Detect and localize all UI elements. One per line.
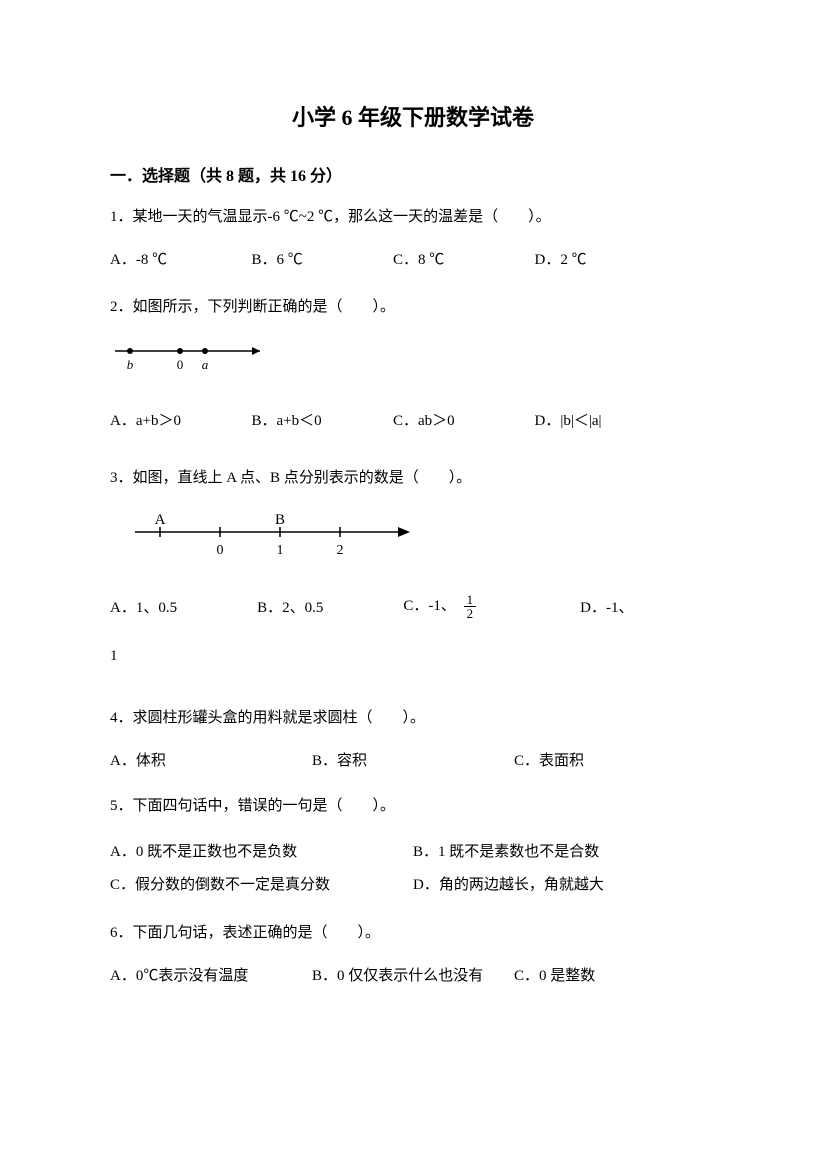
q3-tick-0: 0 (217, 543, 224, 558)
q3-option-c-prefix: C．-1、 (403, 598, 456, 614)
q3-diagram: A B 0 1 2 (130, 510, 716, 565)
q1-option-c: C．8 ℃ (393, 247, 535, 274)
q6-text: 6．下面几句话，表述正确的是（ ）。 (110, 920, 716, 947)
q5-text: 5．下面四句话中，错误的一句是（ ）。 (110, 793, 716, 820)
q3-options: A．1、0.5 B．2、0.5 C．-1、 1 2 D．-1、 (110, 593, 716, 620)
q2-option-c: C．ab＞0 (393, 408, 535, 435)
q6-option-a: A．0℃表示没有温度 (110, 963, 312, 990)
q3-tick-1: 1 (277, 543, 284, 558)
q3-text: 3．如图，直线上 A 点、B 点分别表示的数是（ ）。 (110, 465, 716, 492)
q2-option-b: B．a+b＜0 (252, 408, 394, 435)
q4-options: A．体积 B．容积 C．表面积 (110, 748, 716, 775)
q3-trailing: 1 (110, 648, 716, 665)
q4-option-a: A．体积 (110, 748, 312, 775)
q5-options: A．0 既不是正数也不是负数 B．1 既不是素数也不是合数 C．假分数的倒数不一… (110, 836, 716, 902)
q1-text: 1．某地一天的气温显示-6 ℃~2 ℃，那么这一天的温差是（ ）。 (110, 204, 716, 231)
q3-option-b: B．2、0.5 (257, 596, 323, 617)
q2-diagram: b 0 a (110, 339, 716, 380)
fraction-numerator: 1 (464, 593, 477, 607)
q3-option-c: C．-1、 1 2 (403, 593, 480, 620)
q1-options: A．-8 ℃ B．6 ℃ C．8 ℃ D．2 ℃ (110, 247, 716, 274)
fraction-denominator: 2 (464, 607, 477, 620)
q6-option-b: B．0 仅仅表示什么也没有 (312, 963, 514, 990)
q2-label-b: b (127, 357, 134, 372)
q4-option-c: C．表面积 (514, 748, 716, 775)
q2-option-d: D．|b|＜|a| (535, 408, 677, 435)
q1-option-b: B．6 ℃ (252, 247, 394, 274)
q4-text: 4．求圆柱形罐头盒的用料就是求圆柱（ ）。 (110, 705, 716, 732)
q3-option-c-fraction: 1 2 (464, 593, 477, 620)
q1-option-d: D．2 ℃ (535, 247, 677, 274)
q2-label-0: 0 (177, 357, 184, 372)
q2-label-a: a (202, 357, 209, 372)
q2-options: A．a+b＞0 B．a+b＜0 C．ab＞0 D．|b|＜|a| (110, 408, 716, 435)
q2-option-a: A．a+b＞0 (110, 408, 252, 435)
q5-option-d: D．角的两边越长，角就越大 (413, 869, 716, 902)
q1-option-a: A．-8 ℃ (110, 247, 252, 274)
q4-option-b: B．容积 (312, 748, 514, 775)
q5-option-a: A．0 既不是正数也不是负数 (110, 836, 413, 869)
q3-label-B: B (275, 512, 285, 528)
page-title: 小学 6 年级下册数学试卷 (110, 100, 716, 132)
q6-option-c: C．0 是整数 (514, 963, 716, 990)
q3-label-A: A (155, 512, 166, 528)
q3-option-a: A．1、0.5 (110, 596, 177, 617)
section-header: 一．选择题（共 8 题，共 16 分） (110, 162, 716, 186)
q6-options: A．0℃表示没有温度 B．0 仅仅表示什么也没有 C．0 是整数 (110, 963, 716, 990)
q3-tick-2: 2 (337, 543, 344, 558)
q2-text: 2．如图所示，下列判断正确的是（ ）。 (110, 294, 716, 321)
q5-option-c: C．假分数的倒数不一定是真分数 (110, 869, 413, 902)
q5-option-b: B．1 既不是素数也不是合数 (413, 836, 716, 869)
q3-option-d: D．-1、 (580, 596, 633, 617)
